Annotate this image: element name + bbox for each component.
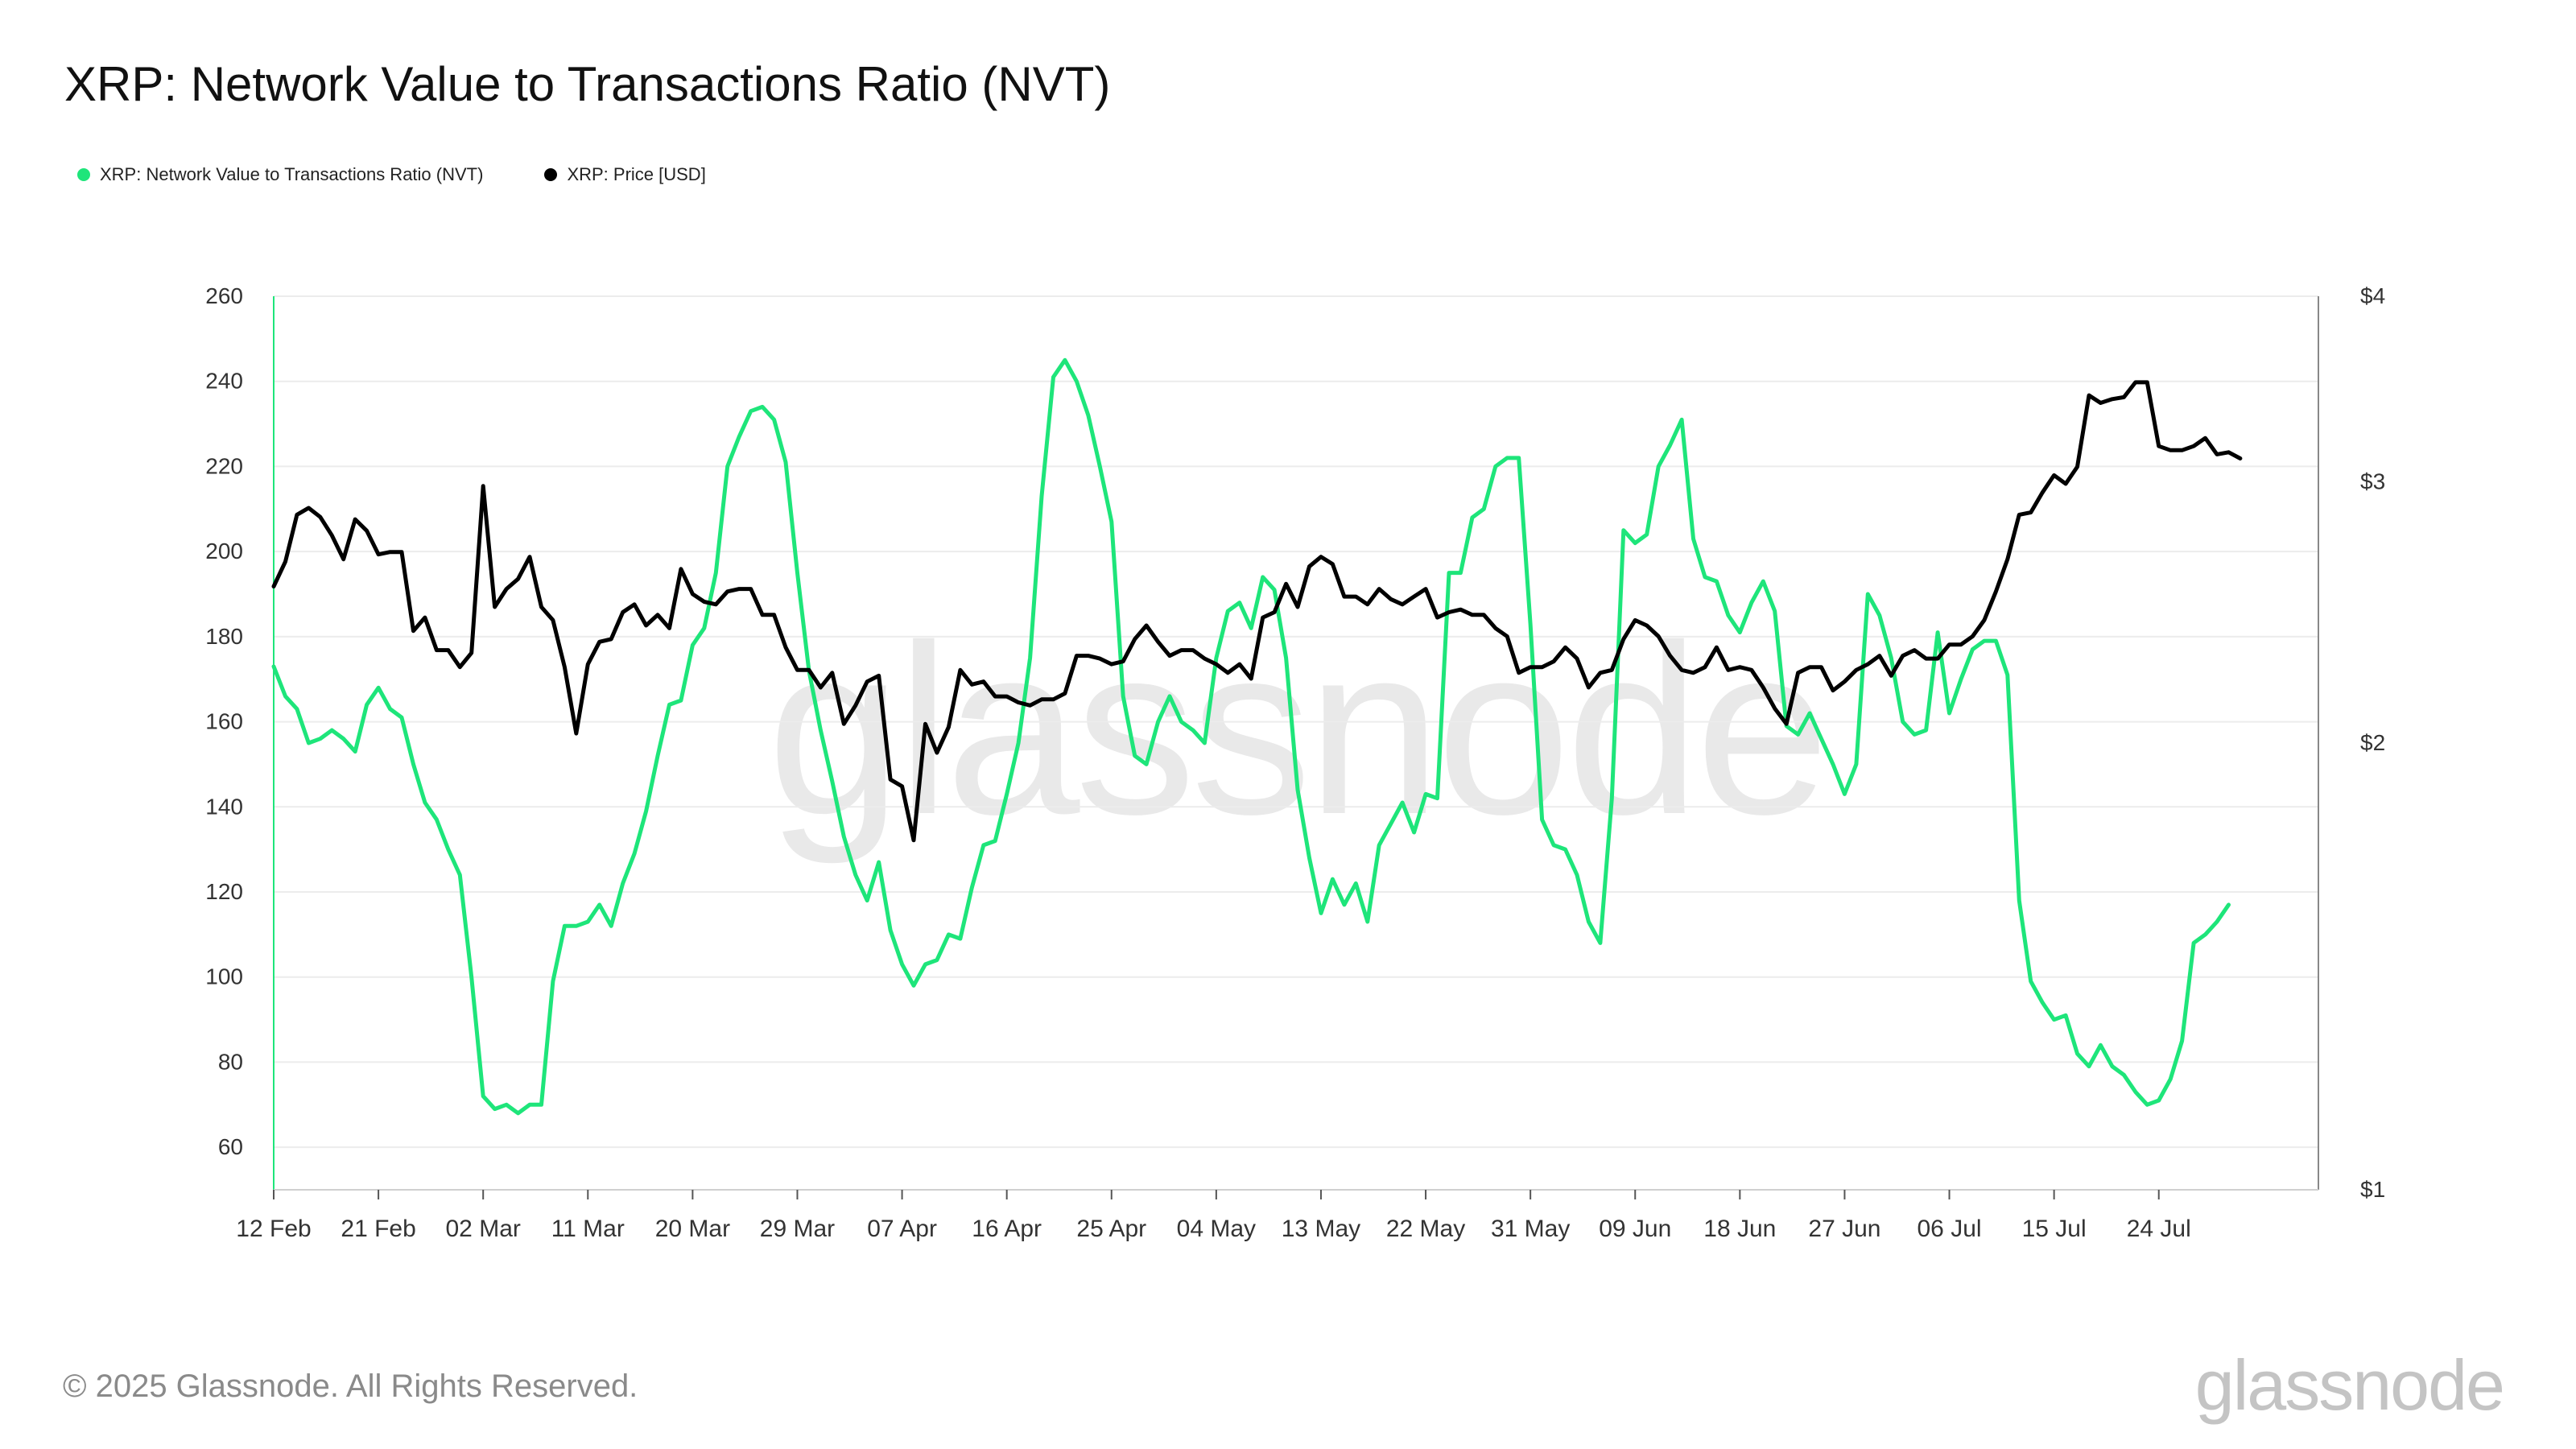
x-axis-tick-label: 31 May [1491,1216,1570,1242]
left-axis-tick-label: 100 [205,964,243,989]
legend-item-nvt[interactable]: XRP: Network Value to Transactions Ratio… [77,164,483,185]
legend-swatch-price [544,168,558,181]
left-axis-tick-label: 80 [218,1049,243,1074]
legend: XRP: Network Value to Transactions Ratio… [77,164,706,185]
left-axis-tick-label: 200 [205,539,243,564]
x-axis-tick-label: 27 Jun [1808,1216,1880,1242]
legend-label-price: XRP: Price [USD] [567,164,706,184]
left-axis-tick-label: 220 [205,453,243,478]
left-axis-tick-label: 60 [218,1134,243,1159]
left-axis-tick-label: 140 [205,794,243,819]
x-axis-tick-label: 12 Feb [236,1216,311,1242]
x-axis-tick-label: 24 Jul [2127,1216,2191,1242]
watermark-text: glassnode [767,594,1825,866]
left-axis-tick-label: 240 [205,369,243,394]
x-axis-tick-label: 25 Apr [1076,1216,1146,1242]
right-axis-tick-label: $3 [2360,469,2385,493]
price-series-line [271,380,2243,843]
left-axis-tick-label: 180 [205,624,243,649]
x-axis-tick-label: 04 May [1177,1216,1256,1242]
legend-swatch-nvt [77,168,90,181]
brand-logo-text: glassnode [2194,1345,2505,1425]
right-axis-tick-label: $2 [2360,730,2385,755]
x-axis-tick-label: 02 Mar [446,1216,521,1242]
x-axis-tick-label: 11 Mar [551,1216,625,1242]
x-axis-tick-label: 29 Mar [760,1216,835,1242]
chart-title: XRP: Network Value to Transactions Ratio… [64,57,1111,111]
legend-item-price[interactable]: XRP: Price [USD] [544,164,706,185]
right-axis-tick-label: $4 [2360,283,2385,308]
x-axis-tick-label: 22 May [1386,1216,1465,1242]
left-axis-tick-label: 160 [205,709,243,734]
right-axis-tick-label: $1 [2360,1177,2385,1202]
x-axis-tick-label: 16 Apr [972,1216,1042,1242]
left-axis-tick-label: 260 [205,283,243,308]
left-axis-tick-label: 120 [205,879,243,904]
x-axis-tick-label: 13 May [1282,1216,1360,1242]
nvt-series-line [271,357,2231,1116]
x-axis-tick-label: 09 Jun [1599,1216,1671,1242]
x-axis-tick-label: 15 Jul [2022,1216,2087,1242]
x-axis-tick-label: 21 Feb [341,1216,415,1242]
x-axis-tick-label: 07 Apr [867,1216,937,1242]
x-axis-tick-label: 20 Mar [655,1216,730,1242]
legend-label-nvt: XRP: Network Value to Transactions Ratio… [100,164,484,184]
copyright-footer: © 2025 Glassnode. All Rights Reserved. [63,1368,638,1404]
x-axis-tick-label: 18 Jun [1703,1216,1776,1242]
x-axis-tick-label: 06 Jul [1918,1216,1982,1242]
